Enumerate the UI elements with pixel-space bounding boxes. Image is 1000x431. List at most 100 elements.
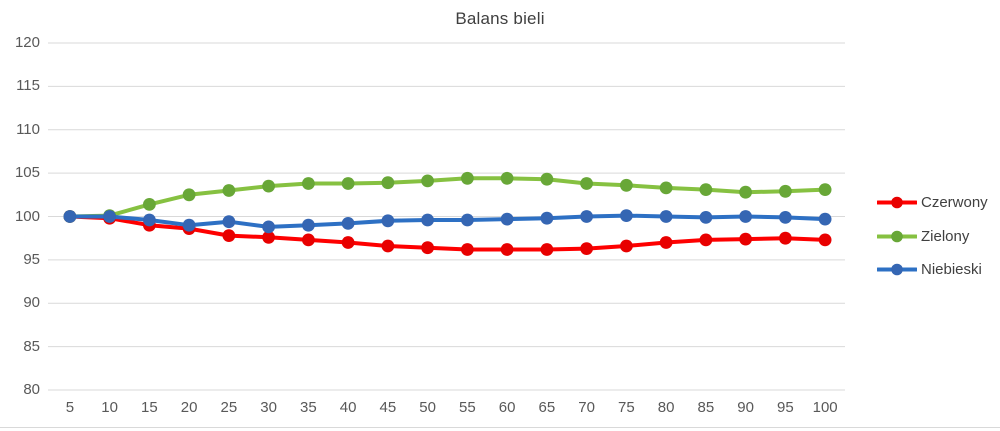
x-axis-tick-label: 85	[697, 399, 715, 416]
data-point-marker-niebieski	[222, 215, 236, 229]
x-axis-tick-label: 90	[737, 399, 754, 416]
x-axis-tick-label: 35	[300, 399, 317, 416]
y-axis-tick-label: 95	[23, 250, 40, 268]
data-point-marker-zielony	[421, 174, 434, 188]
data-point-marker-zielony	[580, 177, 593, 190]
data-point-marker-czerwony	[580, 242, 593, 256]
legend-label-zielony: Zielony	[921, 227, 970, 245]
data-point-marker-czerwony	[500, 243, 514, 256]
x-axis-tick-label: 95	[777, 399, 794, 416]
data-point-marker-zielony	[302, 177, 315, 190]
x-axis-tick-label: 60	[498, 399, 516, 416]
legend-label-niebieski: Niebieski	[921, 261, 982, 278]
y-axis-tick-label: 100	[14, 207, 40, 225]
legend-item-zielony: Zielony	[877, 226, 988, 247]
data-point-marker-niebieski	[381, 214, 395, 228]
data-point-marker-zielony	[341, 177, 355, 190]
data-point-marker-niebieski	[580, 210, 593, 223]
series-line-zielony	[67, 176, 828, 219]
series-line-czerwony	[67, 214, 828, 252]
data-point-marker-zielony	[500, 171, 514, 185]
data-point-marker-niebieski	[818, 212, 832, 226]
data-point-marker-czerwony	[659, 236, 673, 249]
data-point-marker-niebieski	[63, 210, 77, 223]
data-point-marker-czerwony	[779, 231, 792, 245]
data-point-marker-zielony	[143, 198, 156, 211]
legend: Czerwony Zielony Niebieski	[877, 192, 988, 280]
data-point-marker-czerwony	[461, 243, 474, 256]
x-axis-tick-label: 15	[141, 399, 158, 416]
y-axis-tick-label: 115	[16, 77, 40, 95]
x-axis-tick-label: 65	[538, 399, 556, 416]
x-axis-tick-label: 25	[220, 399, 238, 416]
data-point-marker-niebieski	[620, 209, 633, 223]
y-axis-tick-label: 90	[23, 294, 40, 312]
data-point-marker-niebieski	[143, 213, 156, 227]
y-axis-tick-label: 105	[14, 164, 40, 182]
x-axis-tick-label: 45	[379, 399, 397, 416]
x-axis-tick-label: 100	[812, 399, 838, 416]
data-point-marker-zielony	[739, 185, 752, 199]
x-axis-tick-label: 80	[657, 399, 675, 416]
data-point-marker-czerwony	[222, 229, 236, 243]
data-point-marker-zielony	[779, 184, 792, 198]
data-point-marker-niebieski	[659, 210, 673, 223]
data-point-marker-zielony	[262, 179, 275, 193]
x-axis-tick-label: 40	[339, 399, 357, 416]
data-point-marker-zielony	[699, 183, 713, 197]
legend-marker	[891, 230, 903, 242]
data-point-marker-niebieski	[341, 217, 355, 230]
data-point-marker-czerwony	[262, 230, 275, 244]
x-axis-tick-label: 50	[419, 399, 436, 416]
data-point-marker-niebieski	[262, 220, 275, 234]
data-point-marker-zielony	[222, 184, 236, 197]
data-point-marker-czerwony	[341, 236, 355, 249]
legend-line-marker-icon	[877, 263, 917, 276]
legend-marker	[891, 196, 903, 209]
data-point-marker-zielony	[659, 181, 673, 195]
data-point-marker-czerwony	[699, 233, 713, 247]
legend-line-marker-icon	[877, 230, 917, 242]
chart-bottom-border	[0, 427, 1000, 428]
y-axis-tick-label: 85	[23, 337, 40, 355]
legend-item-czerwony: Czerwony	[877, 192, 988, 213]
x-axis-tick-label: 10	[101, 399, 118, 416]
data-point-marker-czerwony	[540, 243, 554, 256]
series-line-niebieski	[67, 213, 828, 229]
y-axis-tick-label: 80	[23, 381, 40, 398]
data-point-marker-czerwony	[818, 233, 832, 247]
data-point-marker-niebieski	[699, 211, 713, 224]
data-point-marker-czerwony	[620, 239, 633, 253]
data-point-marker-niebieski	[540, 211, 554, 225]
x-axis-tick-label: 5	[65, 399, 75, 416]
data-point-marker-niebieski	[421, 213, 434, 227]
legend-label-czerwony: Czerwony	[921, 194, 988, 211]
y-axis-tick-label: 110	[16, 120, 40, 138]
x-axis-tick-label: 20	[180, 399, 198, 416]
data-point-marker-zielony	[381, 176, 395, 190]
legend-marker	[891, 263, 903, 276]
x-axis-tick-label: 70	[578, 399, 595, 416]
data-point-marker-niebieski	[103, 210, 116, 223]
data-point-marker-czerwony	[381, 239, 395, 253]
data-point-marker-niebieski	[739, 210, 752, 223]
data-point-marker-czerwony	[739, 232, 752, 246]
x-axis-tick-label: 30	[260, 399, 277, 416]
data-point-marker-zielony	[182, 188, 196, 202]
legend-item-niebieski: Niebieski	[877, 259, 988, 280]
x-axis-tick-label: 75	[618, 399, 635, 416]
data-point-marker-zielony	[540, 172, 554, 186]
x-axis-tick-label: 55	[459, 399, 476, 416]
data-point-marker-niebieski	[779, 211, 792, 224]
legend-line-marker-icon	[877, 196, 917, 209]
data-point-marker-niebieski	[500, 212, 514, 226]
data-point-marker-niebieski	[182, 218, 196, 232]
data-point-marker-niebieski	[461, 213, 474, 227]
data-point-marker-czerwony	[302, 233, 315, 247]
data-point-marker-czerwony	[421, 241, 434, 255]
y-axis-tick-label: 120	[14, 34, 40, 51]
chart-title: Balans bieli	[455, 9, 545, 28]
data-point-marker-zielony	[620, 178, 633, 192]
